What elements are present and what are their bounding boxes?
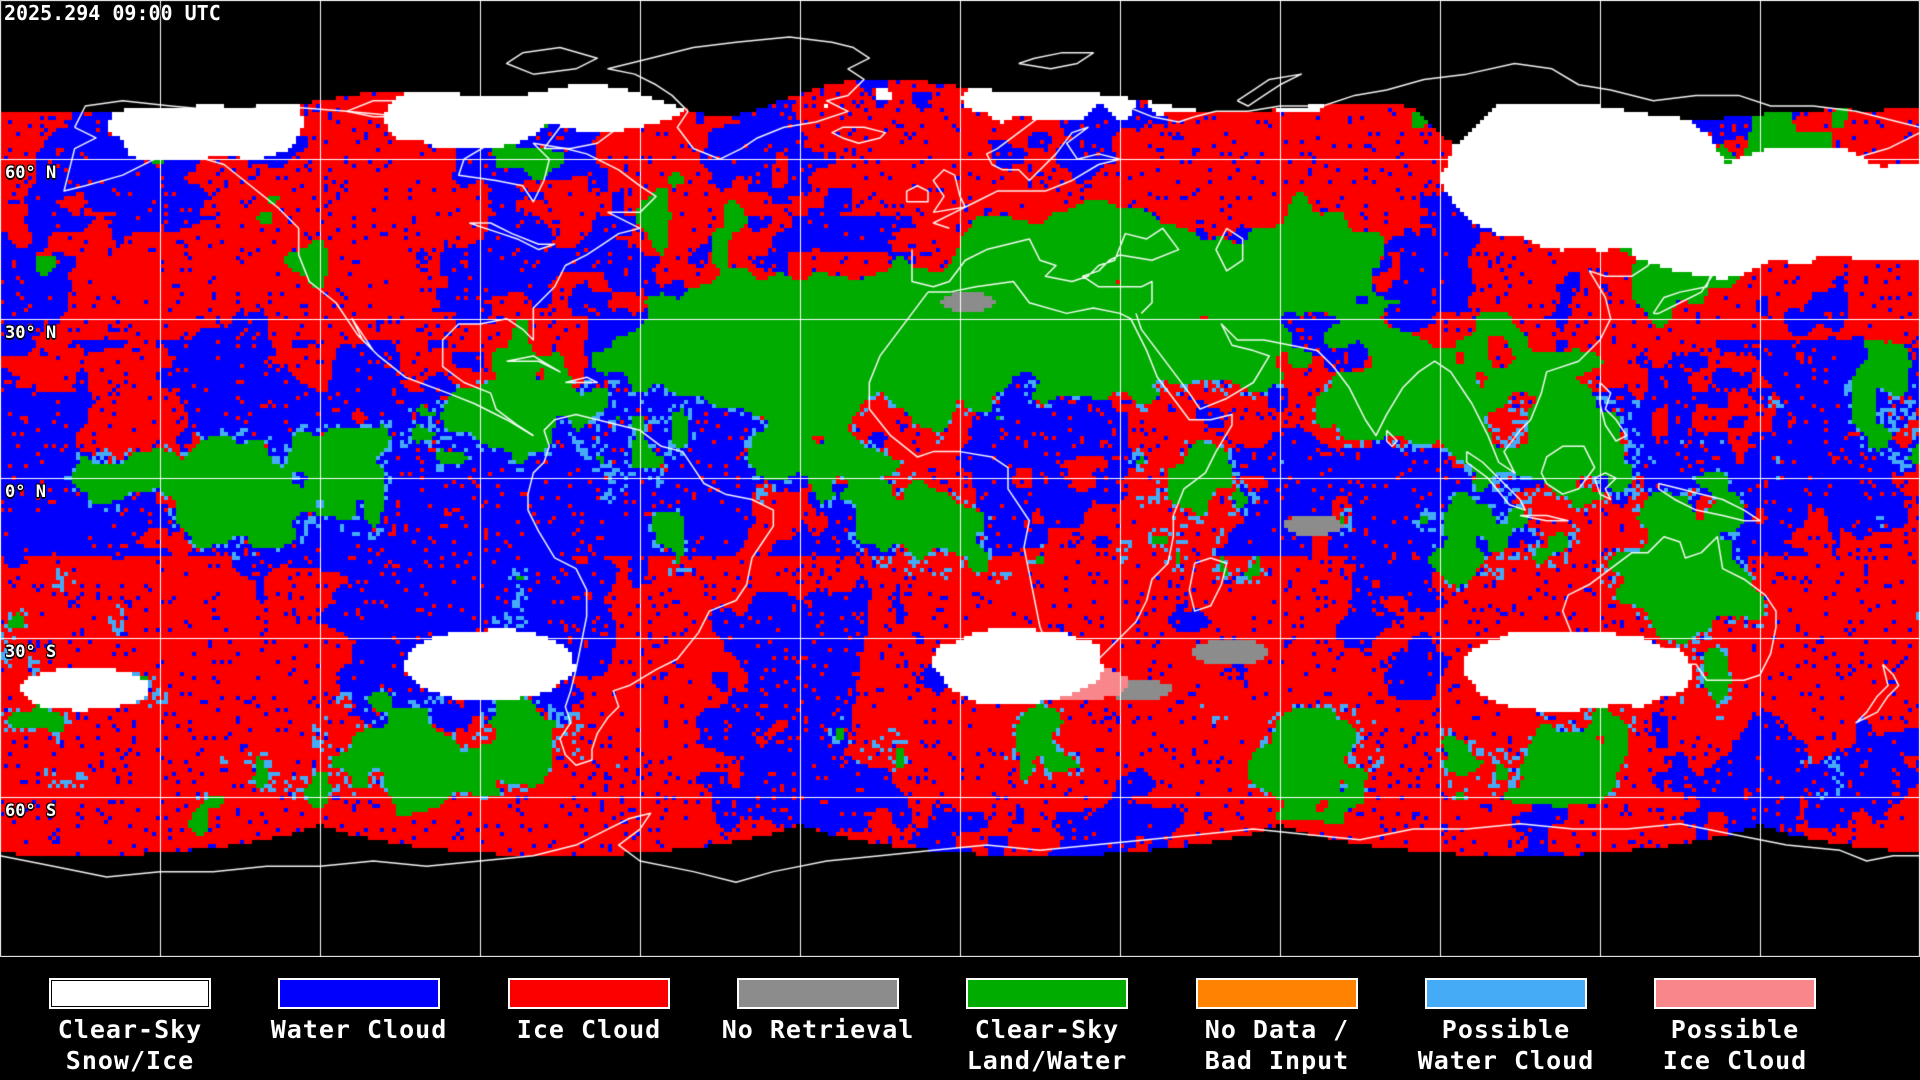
legend-bar: Clear-Sky Snow/Ice Water Cloud Ice Cloud No… xyxy=(0,957,1920,1080)
cloud-phase-world-map xyxy=(0,0,1920,957)
legend-label-no-retrieval: No Retrieval xyxy=(721,1015,915,1044)
legend-swatch-water-cloud xyxy=(278,978,440,1009)
legend-swatch-clear-sky-snow-ice xyxy=(49,978,211,1009)
latitude-label-2: 0° N xyxy=(5,482,46,502)
legend-label-possible-water-cloud: Possible Water Cloud xyxy=(1417,1015,1595,1075)
legend-label-water-cloud: Water Cloud xyxy=(270,1015,448,1044)
legend-swatch-clear-sky-land-water xyxy=(966,978,1128,1009)
legend-swatch-no-data-bad-input xyxy=(1196,978,1358,1009)
legend-swatch-ice-cloud xyxy=(508,978,670,1009)
timestamp-label: 2025.294 09:00 UTC xyxy=(4,1,221,25)
legend-label-no-data-bad-input: No Data / Bad Input xyxy=(1204,1015,1350,1075)
legend-label-ice-cloud: Ice Cloud xyxy=(516,1015,662,1044)
legend-swatch-no-retrieval xyxy=(737,978,899,1009)
legend-label-clear-sky-snow-ice: Clear-Sky Snow/Ice xyxy=(57,1015,203,1075)
latitude-label-1: 30° N xyxy=(5,323,57,343)
legend-label-clear-sky-land-water: Clear-Sky Land/Water xyxy=(966,1015,1128,1075)
latitude-label-0: 60° N xyxy=(5,163,57,183)
latitude-label-4: 60° S xyxy=(5,801,57,821)
legend-label-possible-ice-cloud: Possible Ice Cloud xyxy=(1662,1015,1808,1075)
legend-swatch-possible-water-cloud xyxy=(1425,978,1587,1009)
latitude-label-3: 30° S xyxy=(5,642,57,662)
legend-swatch-possible-ice-cloud xyxy=(1654,978,1816,1009)
